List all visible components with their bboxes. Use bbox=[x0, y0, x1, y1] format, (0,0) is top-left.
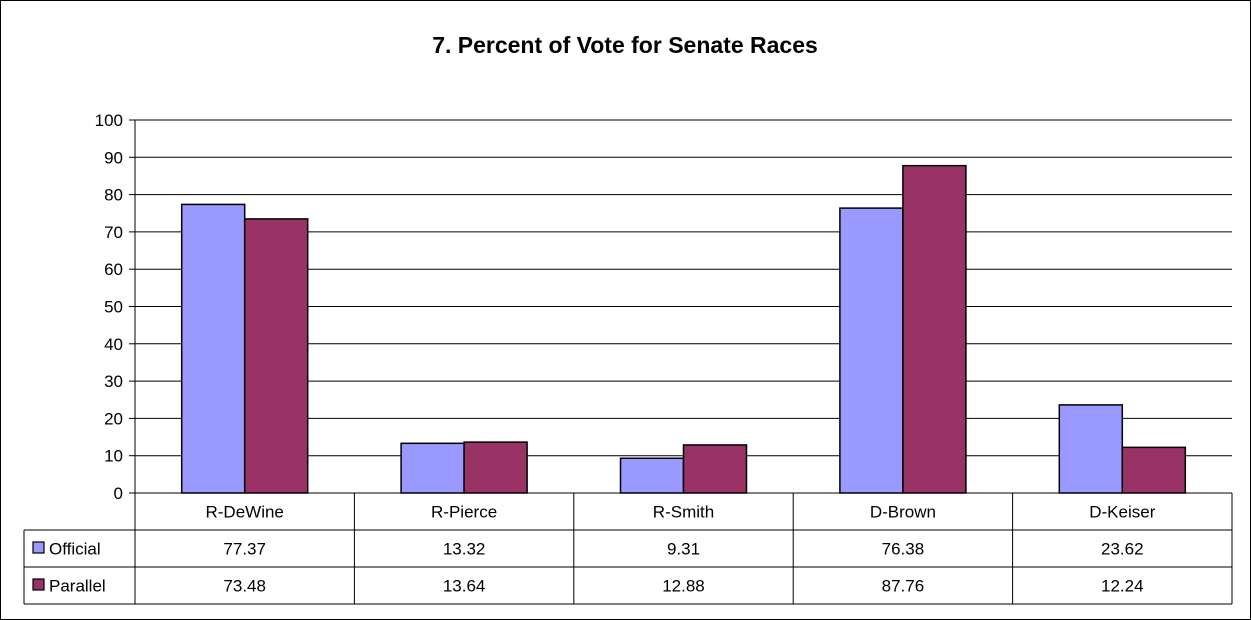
y-tick-label: 100 bbox=[95, 111, 123, 130]
category-label-r-smith: R-Smith bbox=[653, 503, 714, 522]
bar-parallel-r-pierce bbox=[463, 441, 528, 494]
bar-parallel-r-smith bbox=[682, 444, 748, 494]
bar-official-d-brown bbox=[839, 207, 904, 494]
y-tick-label: 50 bbox=[104, 298, 123, 317]
category-label-d-brown: D-Brown bbox=[870, 503, 936, 522]
bar-parallel-r-dewine bbox=[243, 218, 309, 494]
data-label-parallel-d-keiser: 12.24 bbox=[1101, 577, 1144, 596]
legend-label-official: Official bbox=[49, 540, 101, 559]
data-table: R-DeWine R-Pierce R-Smith D-Brown D-Keiser Of… bbox=[23, 493, 1233, 605]
bar-official-d-keiser bbox=[1058, 404, 1124, 494]
bar-parallel-d-brown bbox=[902, 164, 967, 494]
data-label-official-r-smith: 9.31 bbox=[667, 540, 700, 559]
chart-title: 7. Percent of Vote for Senate Races bbox=[432, 32, 818, 58]
legend-swatch-official bbox=[32, 541, 45, 554]
bar-parallel-d-keiser bbox=[1121, 446, 1187, 494]
bar-official-r-smith bbox=[619, 457, 685, 494]
y-tick-label: 20 bbox=[104, 409, 123, 428]
category-label-r-dewine: R-DeWine bbox=[205, 503, 283, 522]
legend-label-parallel: Parallel bbox=[49, 577, 106, 596]
y-tick-label: 0 bbox=[114, 484, 123, 503]
data-label-parallel-r-dewine: 73.48 bbox=[223, 577, 266, 596]
data-label-parallel-r-pierce: 13.64 bbox=[443, 577, 486, 596]
category-label-d-keiser: D-Keiser bbox=[1089, 503, 1155, 522]
bar-official-r-dewine bbox=[180, 203, 246, 494]
y-tick-label: 70 bbox=[104, 223, 123, 242]
axes bbox=[134, 120, 1232, 494]
gridlines bbox=[135, 119, 1232, 457]
data-label-parallel-d-brown: 87.76 bbox=[882, 577, 925, 596]
data-label-official-d-brown: 76.38 bbox=[882, 540, 925, 559]
y-tick-label: 10 bbox=[104, 447, 123, 466]
y-tick-label: 80 bbox=[104, 186, 123, 205]
data-label-official-d-keiser: 23.62 bbox=[1101, 540, 1144, 559]
bar-official-r-pierce bbox=[400, 442, 465, 494]
y-tick-label: 30 bbox=[104, 372, 123, 391]
data-label-official-r-dewine: 77.37 bbox=[223, 540, 266, 559]
y-axis-ticks: 0 10 20 30 40 50 60 70 80 90 100 bbox=[95, 111, 135, 503]
y-tick-label: 60 bbox=[104, 260, 123, 279]
data-label-parallel-r-smith: 12.88 bbox=[662, 577, 705, 596]
bars bbox=[180, 164, 1187, 494]
category-label-r-pierce: R-Pierce bbox=[431, 503, 497, 522]
data-label-official-r-pierce: 13.32 bbox=[443, 540, 486, 559]
legend-swatch-parallel bbox=[32, 578, 45, 591]
y-tick-label: 40 bbox=[104, 335, 123, 354]
y-tick-label: 90 bbox=[104, 148, 123, 167]
